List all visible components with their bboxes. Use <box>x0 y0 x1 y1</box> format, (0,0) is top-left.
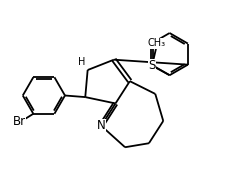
Text: N: N <box>97 119 106 132</box>
Text: H: H <box>78 57 85 67</box>
Text: CH₃: CH₃ <box>147 38 165 48</box>
Text: Br: Br <box>13 115 26 128</box>
Text: S: S <box>149 59 156 72</box>
